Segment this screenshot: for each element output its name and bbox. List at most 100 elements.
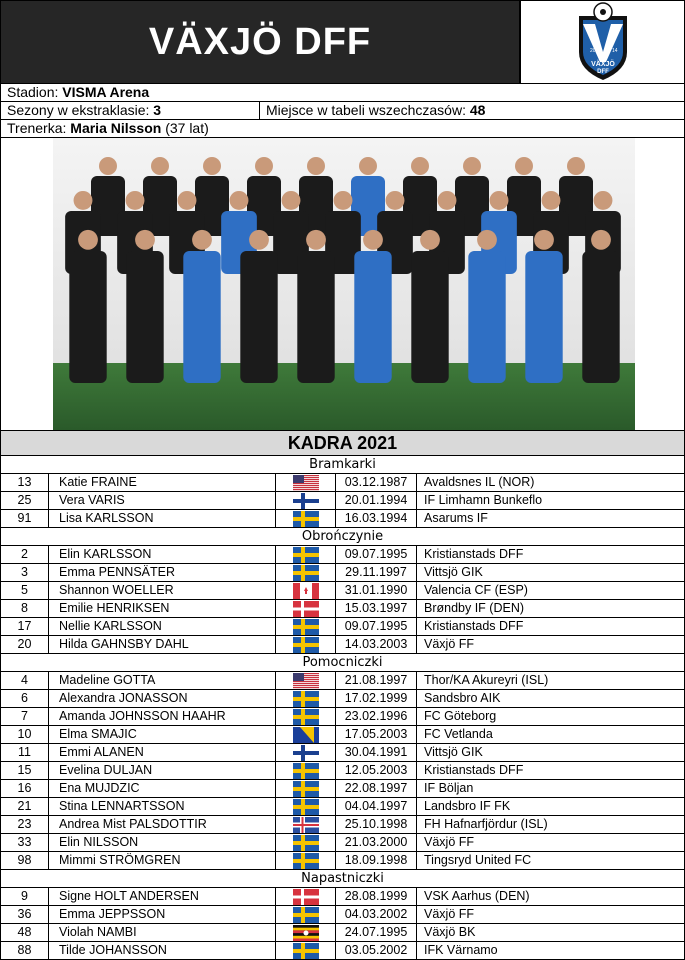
player-number: 48 — [1, 924, 49, 941]
player-number: 98 — [1, 852, 49, 869]
player-dob: 04.04.1997 — [336, 798, 417, 815]
flag-se-icon — [276, 906, 336, 923]
player-number: 15 — [1, 762, 49, 779]
player-name: Elin KARLSSON — [49, 546, 276, 563]
player-row: 33 Elin NILSSON 21.03.2000 Växjö FF — [0, 834, 685, 852]
player-number: 13 — [1, 474, 49, 491]
player-name: Mimmi STRÖMGREN — [49, 852, 276, 869]
flag-ca-icon — [276, 582, 336, 599]
player-row: 2 Elin KARLSSON 09.07.1995 Kristianstads… — [0, 546, 685, 564]
player-dob: 09.07.1995 — [336, 546, 417, 563]
player-row: 15 Evelina DULJAN 12.05.2003 Kristiansta… — [0, 762, 685, 780]
player-row: 98 Mimmi STRÖMGREN 18.09.1998 Tingsryd U… — [0, 852, 685, 870]
squad-table: Bramkarki 13 Katie FRAINE 03.12.1987 Aval… — [0, 456, 685, 960]
flag-se-icon — [276, 618, 336, 635]
player-dob: 25.10.1998 — [336, 816, 417, 833]
person-body — [183, 251, 221, 383]
player-dob: 21.08.1997 — [336, 672, 417, 689]
person-head — [281, 190, 301, 210]
player-previous-club: Sandsbro AIK — [424, 691, 501, 705]
person-head — [437, 190, 457, 210]
person-head — [411, 157, 429, 175]
flag-dk-icon — [276, 600, 336, 617]
flag-us-icon — [276, 672, 336, 689]
person-body — [582, 251, 620, 383]
person-head — [463, 157, 481, 175]
person-head — [307, 157, 325, 175]
player-row: 3 Emma PENNSÄTER 29.11.1997 Vittsjö GIK — [0, 564, 685, 582]
player-dob: 17.02.1999 — [336, 690, 417, 707]
player-row: 5 Shannon WOELLER 31.01.1990 Valencia CF… — [0, 582, 685, 600]
flag-se-icon — [276, 690, 336, 707]
person-head — [255, 157, 273, 175]
player-dob: 22.08.1997 — [336, 780, 417, 797]
coach-age: (37 lat) — [161, 120, 209, 136]
player-previous-club: Kristianstads DFF — [424, 619, 524, 633]
player-dob: 15.03.1997 — [336, 600, 417, 617]
flag-se-icon — [276, 708, 336, 725]
person-head — [78, 229, 98, 250]
player-number: 9 — [1, 888, 49, 905]
player-row: 36 Emma JEPPSSON 04.03.2002 Växjö FF — [0, 906, 685, 924]
player-dob: 24.07.1995 — [336, 924, 417, 941]
player-name: Tilde JOHANSSON — [49, 942, 276, 959]
player-row: 48 Violah NAMBI 24.07.1995 Växjö BK — [0, 924, 685, 942]
player-row: 91 Lisa KARLSSON 16.03.1994 Asarums IF — [0, 510, 685, 528]
flag-ug-icon — [276, 924, 336, 941]
player-row: 8 Emilie HENRIKSEN 15.03.1997 Brøndby IF… — [0, 600, 685, 618]
player-previous-club: Växjö FF — [424, 637, 475, 651]
player-previous-club: Kristianstads DFF — [424, 763, 524, 777]
player-name: Shannon WOELLER — [49, 582, 276, 599]
person-head — [249, 229, 269, 250]
player-previous-club: FH Hafnarfjördur (ISL) — [424, 817, 548, 831]
player-name: Emilie HENRIKSEN — [49, 600, 276, 617]
flag-fi-icon — [276, 744, 336, 761]
player-dob: 23.02.1996 — [336, 708, 417, 725]
player-name: Ena MUJDZIC — [49, 780, 276, 797]
person-head — [385, 190, 405, 210]
player-previous-club: Vittsjö GIK — [424, 745, 483, 759]
person-head — [229, 190, 249, 210]
player-previous-club: Vittsjö GIK — [424, 565, 483, 579]
person-body — [468, 251, 506, 383]
person-body — [297, 251, 335, 383]
player-previous-club: IFK Värnamo — [424, 943, 498, 957]
player-previous-club: VSK Aarhus (DEN) — [424, 889, 530, 903]
player-name: Elin NILSSON — [49, 834, 276, 851]
person-head — [151, 157, 169, 175]
player-row: 25 Vera VARIS 20.01.1994 IF Limhamn Bunk… — [0, 492, 685, 510]
person-head — [306, 229, 326, 250]
stadium-label: Stadion: — [7, 84, 63, 100]
player-dob: 16.03.1994 — [336, 510, 417, 527]
person-head — [363, 229, 383, 250]
player-dob: 20.01.1994 — [336, 492, 417, 509]
player-row: 23 Andrea Mist PALSDOTTIR 25.10.1998 FH … — [0, 816, 685, 834]
flag-se-icon — [276, 834, 336, 851]
person-head — [593, 190, 613, 210]
player-name: Elma SMAJIC — [49, 726, 276, 743]
flag-se-icon — [276, 510, 336, 527]
player-name: Vera VARIS — [49, 492, 276, 509]
flag-dk-icon — [276, 888, 336, 905]
club-logo: 20 14 VÄXJÖ DFF — [520, 0, 685, 84]
section-header: Bramkarki — [0, 456, 685, 474]
player-number: 16 — [1, 780, 49, 797]
flag-se-icon — [276, 780, 336, 797]
player-previous-club: FC Göteborg — [424, 709, 497, 723]
flag-se-icon — [276, 564, 336, 581]
flag-ba-icon — [276, 726, 336, 743]
flag-se-icon — [276, 546, 336, 563]
player-number: 5 — [1, 582, 49, 599]
player-number: 88 — [1, 942, 49, 959]
player-name: Alexandra JONASSON — [49, 690, 276, 707]
player-dob: 28.08.1999 — [336, 888, 417, 905]
player-dob: 21.03.2000 — [336, 834, 417, 851]
stadium-row: Stadion: VISMA Arena — [0, 84, 685, 102]
person-head — [567, 157, 585, 175]
player-previous-club: Tingsryd United FC — [424, 853, 532, 867]
player-previous-club: Växjö BK — [424, 925, 476, 939]
player-number: 11 — [1, 744, 49, 761]
team-photo-image — [53, 138, 635, 430]
vaxjo-dff-crest-icon: 20 14 VÄXJÖ DFF — [578, 2, 627, 80]
player-name: Hilda GAHNSBY DAHL — [49, 636, 276, 653]
